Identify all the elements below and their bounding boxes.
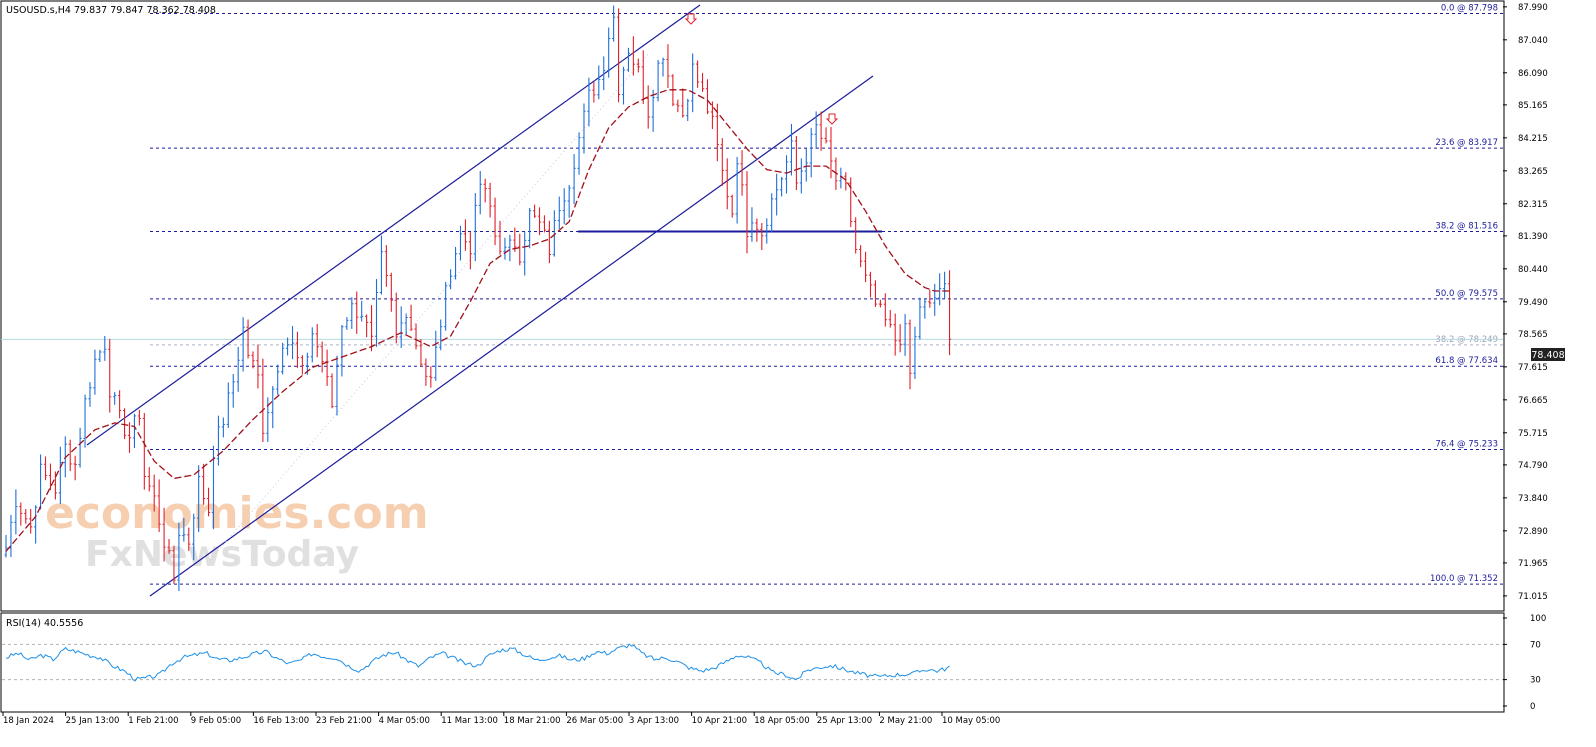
fib-level-label: 100.0 @ 71.352 (1430, 574, 1498, 584)
y-tick-label: 86.090 (1518, 69, 1548, 79)
current-price-badge-bg (1531, 348, 1565, 361)
fib-level-label: 23.6 @ 83.917 (1435, 138, 1498, 148)
x-tick-label: 1 Feb 21:00 (128, 716, 178, 726)
moving-average (5, 89, 950, 552)
x-tick-label: 11 Mar 13:00 (441, 716, 498, 726)
y-tick-label: 75.715 (1518, 429, 1548, 439)
y-tick-label: 80.440 (1518, 265, 1548, 275)
y-tick-label: 72.890 (1518, 527, 1548, 537)
fib-level-label: 50.0 @ 79.575 (1435, 289, 1498, 299)
current-price-badge: 78.408 (1531, 350, 1564, 361)
x-tick-label: 25 Apr 13:00 (817, 716, 872, 726)
x-tick-label: 3 Apr 13:00 (629, 716, 679, 726)
y-tick-label: 87.040 (1518, 36, 1548, 46)
fib-level-label: 61.8 @ 77.634 (1435, 356, 1498, 366)
y-tick-label: 71.015 (1518, 592, 1548, 602)
watermark-line1: economies.com (45, 488, 429, 539)
channel-lower-line (149, 75, 874, 597)
main-plot-frame (0, 0, 1505, 612)
x-tick-label: 16 Feb 13:00 (253, 716, 309, 726)
fib-level-label: 38.2 @ 78.249 (1435, 335, 1498, 345)
moving-average-line (5, 89, 950, 552)
down-arrow-icon (684, 13, 698, 25)
x-tick-label: 18 Jan 2024 (3, 716, 54, 726)
y-tick-label: 85.165 (1518, 101, 1548, 111)
x-tick-label: 4 Mar 05:00 (379, 716, 430, 726)
y-tick-label: 87.990 (1518, 3, 1548, 13)
x-tick-label: 9 Feb 05:00 (191, 716, 241, 726)
x-tick-label: 10 May 05:00 (942, 716, 1000, 726)
y-tick-label: 84.215 (1518, 134, 1548, 144)
channel-upper-line (86, 4, 701, 446)
rsi-y-tick-label: 30 (1530, 676, 1541, 686)
ascending-channel (86, 4, 874, 597)
down-arrow-icon (825, 113, 839, 125)
x-tick-label: 18 Mar 21:00 (504, 716, 561, 726)
reversal-arrows (684, 13, 839, 125)
rsi-label: RSI(14) 40.5556 (6, 618, 83, 629)
y-tick-label: 79.490 (1518, 298, 1548, 308)
fib-level-label: 76.4 @ 75.233 (1435, 440, 1498, 450)
watermark-line2: FxNewsToday (85, 534, 359, 575)
y-tick-label: 82.315 (1518, 200, 1548, 210)
x-tick-label: 2 May 21:00 (879, 716, 932, 726)
channel-mid-line (209, 51, 651, 561)
x-tick-label: 25 Jan 13:00 (66, 716, 120, 726)
candles (4, 5, 952, 592)
y-tick-label: 74.790 (1518, 461, 1548, 471)
fib-level-label: 0.0 @ 87.798 (1441, 4, 1498, 14)
rsi-plot-frame (0, 612, 1505, 713)
x-tick-label: 23 Feb 21:00 (316, 716, 372, 726)
price-axis: 87.990 87.040 86.090 85.165 84.215 83.265 82.3… (1503, 3, 1548, 602)
x-tick-label: 26 Mar 05:00 (566, 716, 623, 726)
y-tick-label: 77.615 (1518, 363, 1548, 373)
y-tick-label: 83.265 (1518, 167, 1548, 177)
x-tick-label: 18 Apr 05:00 (754, 716, 809, 726)
rsi-series (5, 643, 950, 682)
rsi-y-tick-label: 0 (1530, 702, 1535, 712)
y-tick-label: 78.565 (1518, 330, 1548, 340)
y-tick-label: 76.665 (1518, 396, 1548, 406)
y-tick-label: 73.840 (1518, 494, 1548, 504)
x-tick-label: 10 Apr 21:00 (692, 716, 747, 726)
time-axis: 18 Jan 2024 25 Jan 13:00 1 Feb 21:00 9 Feb … (2, 712, 1000, 726)
rsi-y-tick-label: 70 (1530, 640, 1541, 650)
y-tick-label: 71.965 (1518, 559, 1548, 569)
fib-level-label: 38.2 @ 81.516 (1435, 221, 1498, 231)
rsi-line (5, 643, 950, 682)
fibonacci-levels: 0.0 @ 87.798 23.6 @ 83.917 38.2 @ 81.516 50… (1, 4, 1503, 585)
rsi-y-tick-label: 100 (1530, 614, 1546, 624)
y-tick-label: 81.390 (1518, 232, 1548, 242)
rsi-levels: 100 70 30 0 (2, 614, 1546, 712)
symbol-label: USOUSD.s,H4 79.837 79.847 78.362 78.408 (6, 5, 216, 16)
